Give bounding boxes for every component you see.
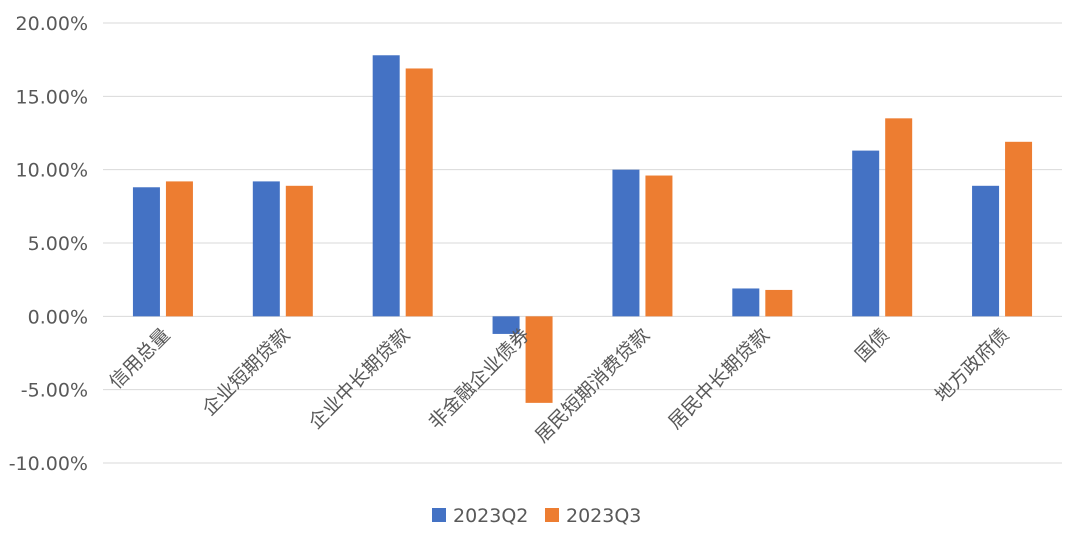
legend: 2023Q2 2023Q3 <box>432 505 641 527</box>
bars <box>132 55 1033 403</box>
y-tick-label: 20.00% <box>16 13 88 35</box>
bar-2023Q3-6 <box>885 118 913 317</box>
category-label: 非金融企业债券 <box>424 324 534 434</box>
legend-swatch-2023Q2 <box>432 508 446 522</box>
category-label: 国债 <box>851 324 893 366</box>
legend-label-2023Q3: 2023Q3 <box>566 505 641 527</box>
bar-2023Q2-0 <box>132 187 160 317</box>
y-tick-label: 5.00% <box>28 233 88 255</box>
category-label: 信用总量 <box>105 324 174 393</box>
y-axis-ticks: 20.00% 15.00% 10.00% 5.00% 0.00% -5.00% -10.00… <box>9 13 88 475</box>
category-label: 地方政府债 <box>931 324 1014 407</box>
bar-2023Q3-5 <box>765 289 793 317</box>
bar-2023Q3-4 <box>645 175 673 317</box>
y-tick-label: -5.00% <box>21 380 88 402</box>
bar-2023Q2-4 <box>612 169 640 317</box>
category-label: 企业短期贷款 <box>198 324 294 420</box>
y-tick-label: 15.00% <box>16 86 88 108</box>
y-tick-label: -10.00% <box>9 453 88 475</box>
bar-2023Q3-1 <box>285 185 313 317</box>
bar-2023Q2-6 <box>852 150 880 317</box>
category-labels: 信用总量 企业短期贷款 企业中长期贷款 非金融企业债券居民短期消费贷款 居民中长期贷款国… <box>105 324 1013 447</box>
y-tick-label: 10.00% <box>16 160 88 182</box>
bar-2023Q3-0 <box>165 181 193 317</box>
y-tick-label: 0.00% <box>28 306 88 328</box>
bar-2023Q2-5 <box>732 288 760 317</box>
legend-swatch-2023Q3 <box>545 508 559 522</box>
bar-2023Q3-3 <box>525 316 553 403</box>
bar-2023Q2-1 <box>252 181 280 317</box>
bar-2023Q2-2 <box>372 55 400 317</box>
bar-2023Q3-7 <box>1005 141 1033 317</box>
category-label: 企业中长期贷款 <box>305 324 415 434</box>
legend-label-2023Q2: 2023Q2 <box>453 505 528 527</box>
bar-2023Q2-7 <box>972 185 1000 317</box>
bar-2023Q2-3 <box>492 316 520 334</box>
category-label: 居民中长期贷款 <box>664 324 774 434</box>
bar-2023Q3-2 <box>405 68 433 317</box>
